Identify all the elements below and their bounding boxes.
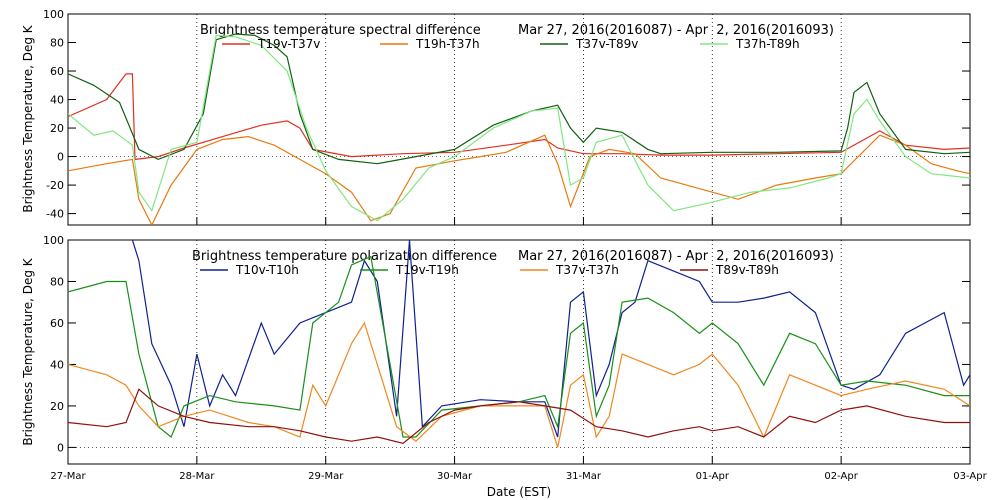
- y-ticks: 0 20 40 60 80 100: [43, 234, 970, 454]
- y-tick-label: 0: [57, 441, 64, 454]
- y-tick-label: 80: [50, 37, 64, 50]
- series-line-t89v-t89h: [68, 388, 970, 444]
- chart-title: Brightness temperature spectral differen…: [200, 23, 481, 38]
- y-axis-label: Brightness Temperature, Deg K: [21, 257, 35, 445]
- legend-label: T10v-T10h: [235, 263, 299, 277]
- legend-label: T19v-T19h: [395, 263, 459, 277]
- series-lines: [68, 240, 970, 448]
- legend: T19v-T37v T19h-T37h T37v-T89v T37h-T89h: [222, 37, 800, 51]
- y-tick-label: -20: [46, 179, 64, 192]
- series-line-t19v-t37v: [68, 73, 970, 161]
- series-line-t19v-t19h: [68, 255, 970, 438]
- x-tick-label: 30-Mar: [437, 471, 473, 482]
- legend-label: T37v-T37h: [555, 263, 619, 277]
- y-tick-label: 60: [50, 65, 64, 78]
- x-tick-label: 03-Apr: [953, 471, 987, 482]
- series-line-t37v-t89v: [68, 33, 970, 165]
- legend-label: T37h-T89h: [735, 37, 800, 51]
- x-tick-label: 29-Mar: [308, 471, 344, 482]
- chart-title: Brightness temperature polarization diff…: [192, 249, 497, 264]
- y-axis-label: Brightness Temperature, Deg K: [21, 24, 35, 212]
- chart-date-range: Mar 27, 2016(2016087) - Apr 2, 2016(2016…: [518, 249, 834, 264]
- series-line-t37v-t37h: [68, 321, 970, 448]
- grid-lines: [67, 240, 971, 464]
- legend-label: T89v-T89h: [715, 263, 779, 277]
- y-tick-label: 40: [50, 94, 64, 107]
- grid-lines: [67, 14, 971, 225]
- y-ticks: -40 -20 0 20 40 60 80 100: [43, 8, 970, 221]
- legend: T10v-T10h T19v-T19h T37v-T37h T89v-T89h: [200, 263, 779, 277]
- legend-label: T19v-T37v: [257, 37, 320, 51]
- x-tick-label: 31-Mar: [566, 471, 602, 482]
- x-tick-label: 02-Apr: [824, 471, 858, 482]
- legend-label: T37v-T89v: [575, 37, 638, 51]
- x-axis-label: Date (EST): [487, 485, 551, 499]
- series-line-t19h-t37h: [68, 134, 970, 225]
- y-tick-label: -40: [46, 208, 64, 221]
- y-tick-label: 80: [50, 275, 64, 288]
- series-lines: [68, 33, 970, 225]
- x-tick-label: 28-Mar: [179, 471, 215, 482]
- polarization-difference-panel: Brightness temperature polarization diff…: [21, 234, 971, 465]
- series-line-t37h-t89h: [68, 34, 970, 222]
- y-tick-label: 20: [50, 400, 64, 413]
- y-tick-label: 60: [50, 317, 64, 330]
- plot-frame: [67, 13, 971, 226]
- y-tick-label: 100: [43, 234, 64, 247]
- chart-date-range: Mar 27, 2016(2016087) - Apr 2, 2016(2016…: [518, 23, 834, 38]
- spectral-difference-panel: Brightness temperature spectral differen…: [21, 8, 971, 226]
- legend-label: T19h-T37h: [415, 37, 480, 51]
- x-tick-label: 27-Mar: [50, 471, 86, 482]
- y-tick-label: 40: [50, 358, 64, 371]
- y-tick-label: 0: [57, 151, 64, 164]
- plot-frame: [67, 239, 971, 465]
- series-line-t10v-t10h: [131, 240, 970, 438]
- y-tick-label: 20: [50, 122, 64, 135]
- y-tick-label: 100: [43, 8, 64, 21]
- x-tick-labels: 27-Mar 28-Mar 29-Mar 30-Mar 31-Mar 01-Apr 02-A…: [50, 471, 987, 482]
- x-tick-label: 01-Apr: [696, 471, 730, 482]
